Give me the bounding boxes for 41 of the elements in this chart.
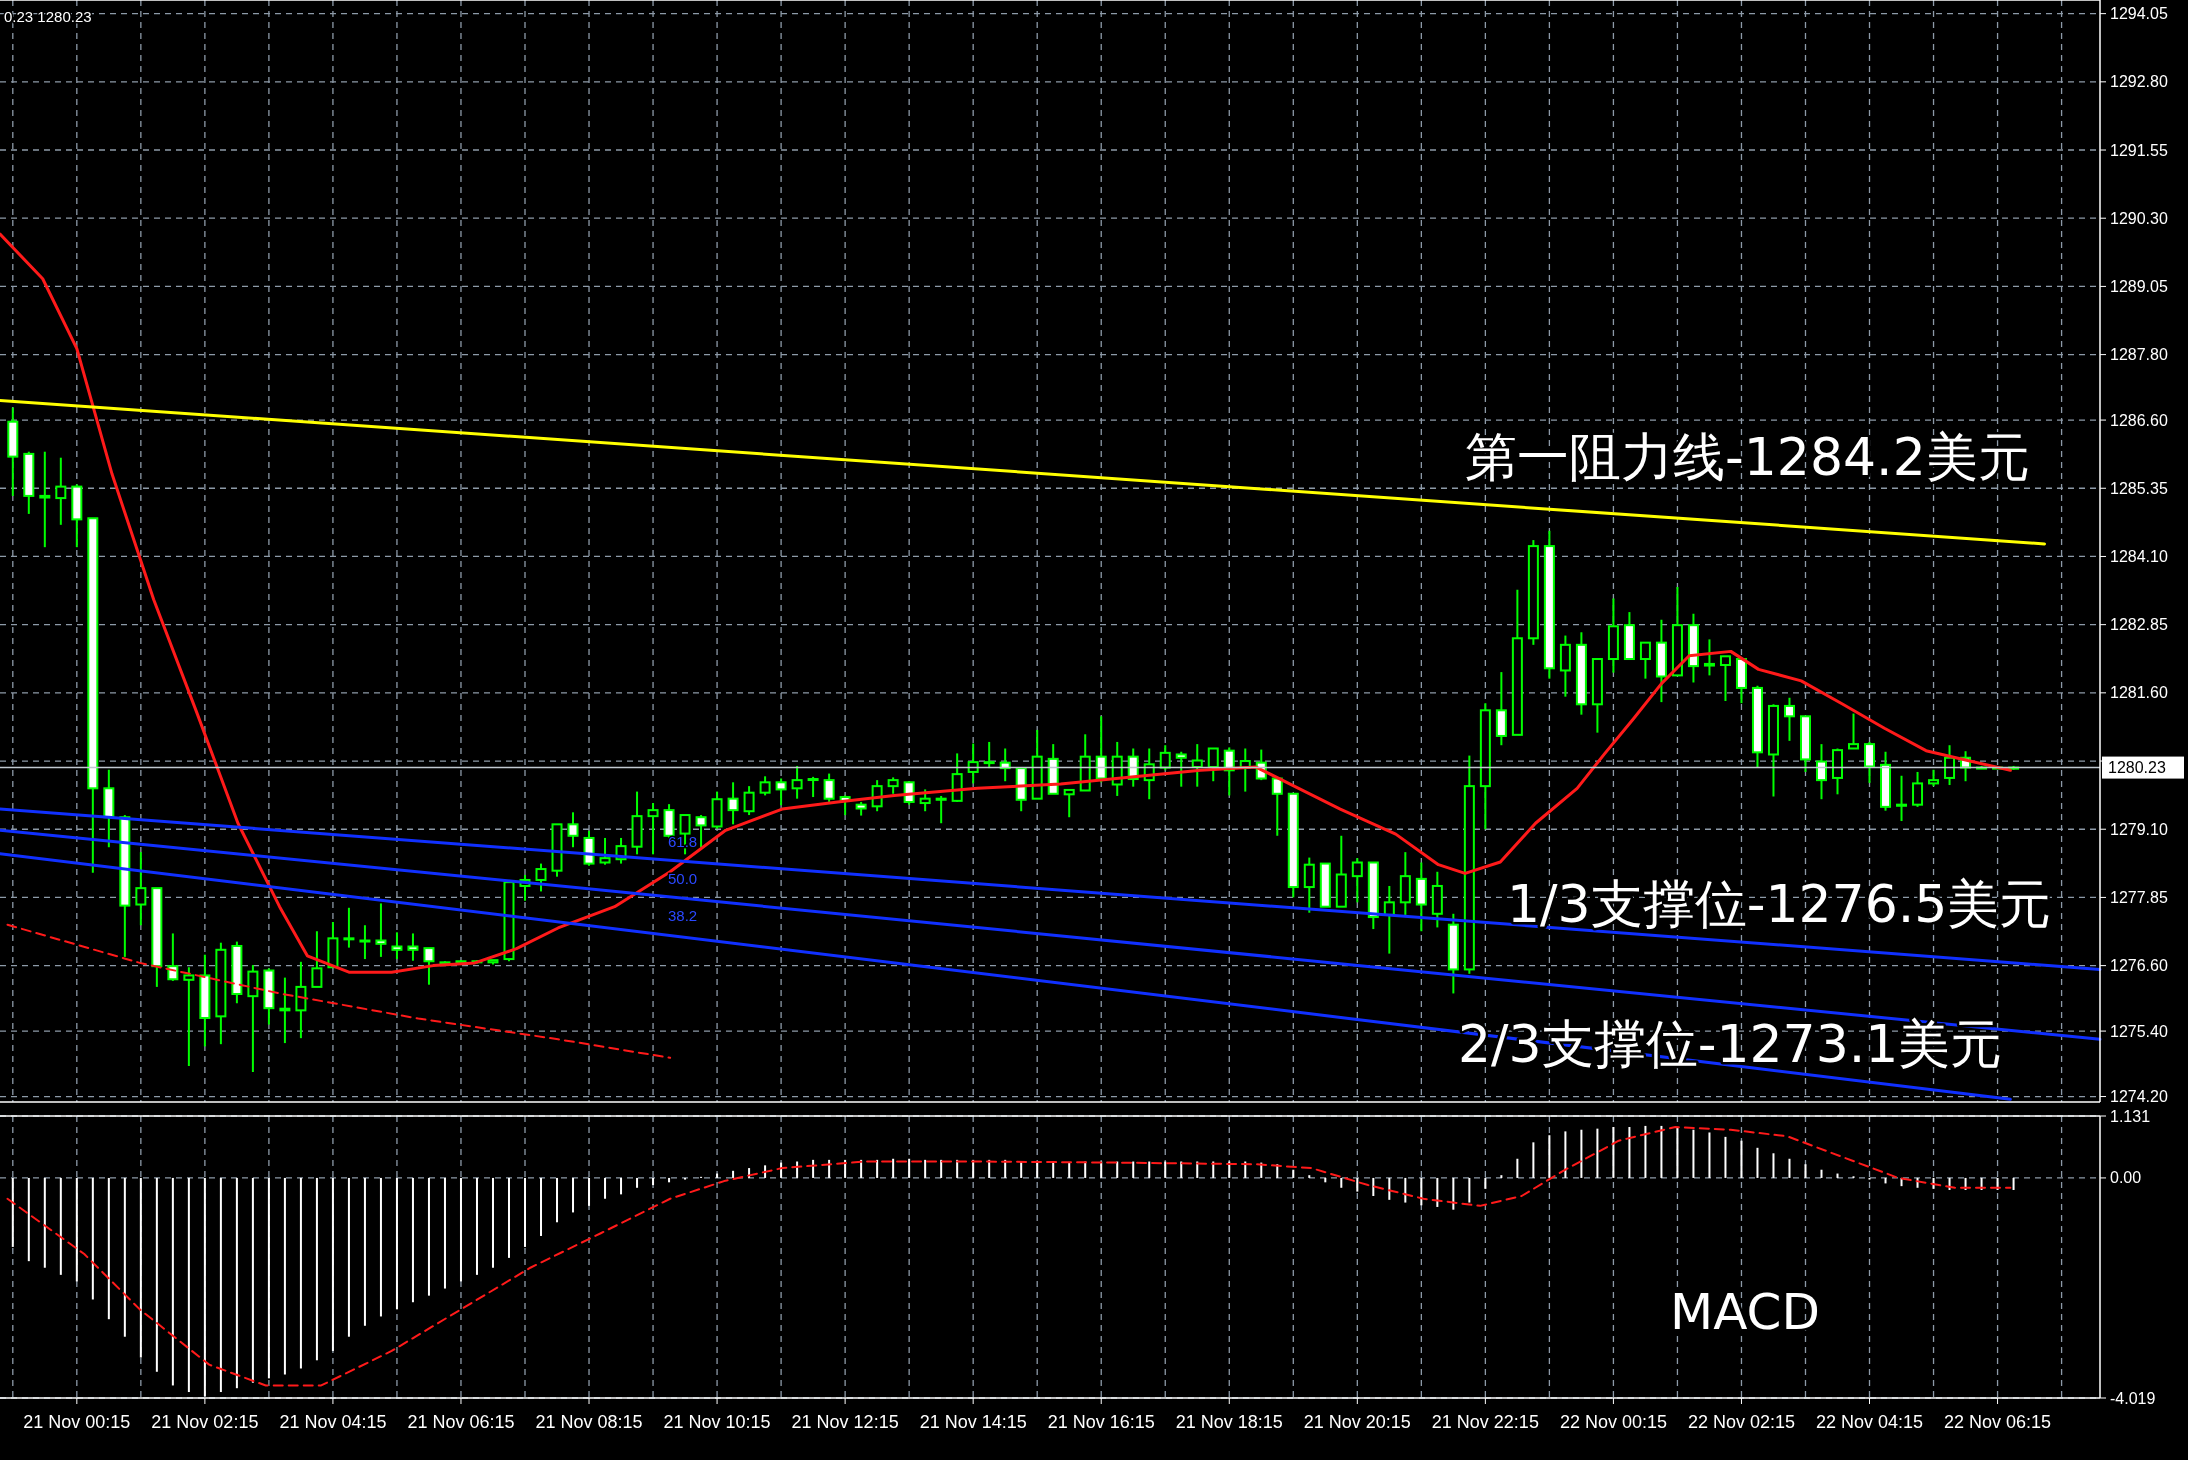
y-tick-label: 1277.85 — [2110, 888, 2168, 906]
y-tick-label: 1290.30 — [2110, 209, 2168, 227]
y-tick-label: 1285.35 — [2110, 479, 2168, 497]
y-tick-label: 1282.85 — [2110, 616, 2168, 634]
x-tick-label: 21 Nov 02:15 — [151, 1412, 259, 1432]
x-tick-label: 22 Nov 00:15 — [1559, 1412, 1667, 1432]
y-tick-label: 1289.05 — [2110, 277, 2168, 295]
y-tick-label: 1286.60 — [2110, 411, 2168, 429]
y-tick-label: -4.019 — [2110, 1389, 2156, 1407]
y-tick-label: 1292.80 — [2110, 73, 2168, 91]
y-tick-label: 1291.55 — [2110, 141, 2168, 159]
x-tick-label: 21 Nov 20:15 — [1303, 1412, 1411, 1432]
x-tick-label: 21 Nov 00:15 — [23, 1412, 131, 1432]
y-tick-label: 1.131 — [2110, 1107, 2151, 1125]
x-tick-label: 21 Nov 04:15 — [279, 1412, 387, 1432]
x-tick-label: 21 Nov 10:15 — [663, 1412, 771, 1432]
y-tick-label: 0.00 — [2110, 1169, 2142, 1187]
annotation: 0.23 1280.23 — [4, 7, 92, 25]
y-tick-label: 1294.05 — [2110, 5, 2168, 23]
y-tick-label: 1279.10 — [2110, 820, 2168, 838]
x-tick-label: 21 Nov 12:15 — [791, 1412, 899, 1432]
y-tick-label: 1281.60 — [2110, 684, 2168, 702]
x-tick-label: 22 Nov 02:15 — [1687, 1412, 1795, 1432]
y-tick-label: 1276.60 — [2110, 957, 2168, 975]
x-tick-label: 21 Nov 16:15 — [1047, 1412, 1155, 1432]
x-tick-label: 21 Nov 14:15 — [919, 1412, 1027, 1432]
annotation: MACD — [1670, 1283, 1820, 1341]
x-tick-label: 21 Nov 06:15 — [407, 1412, 515, 1432]
y-tick-label: 1275.40 — [2110, 1022, 2168, 1040]
annotation: 38.2 — [668, 906, 698, 924]
x-tick-label: 22 Nov 04:15 — [1815, 1412, 1924, 1432]
annotation: 50.0 — [668, 869, 698, 887]
x-tick-label: 21 Nov 22:15 — [1431, 1412, 1539, 1432]
x-tick-label: 22 Nov 06:15 — [1944, 1412, 2052, 1432]
annotation: 1/3支撑位-1276.5美元 — [1507, 874, 2052, 934]
y-tick-label: 1274.20 — [2110, 1088, 2168, 1106]
x-tick-label: 21 Nov 08:15 — [535, 1412, 643, 1432]
ref-line-label: 1280.23 — [2108, 759, 2166, 777]
y-tick-label: 1287.80 — [2110, 346, 2168, 364]
x-tick-label: 21 Nov 18:15 — [1175, 1412, 1283, 1432]
y-tick-label: 1284.10 — [2110, 547, 2168, 565]
